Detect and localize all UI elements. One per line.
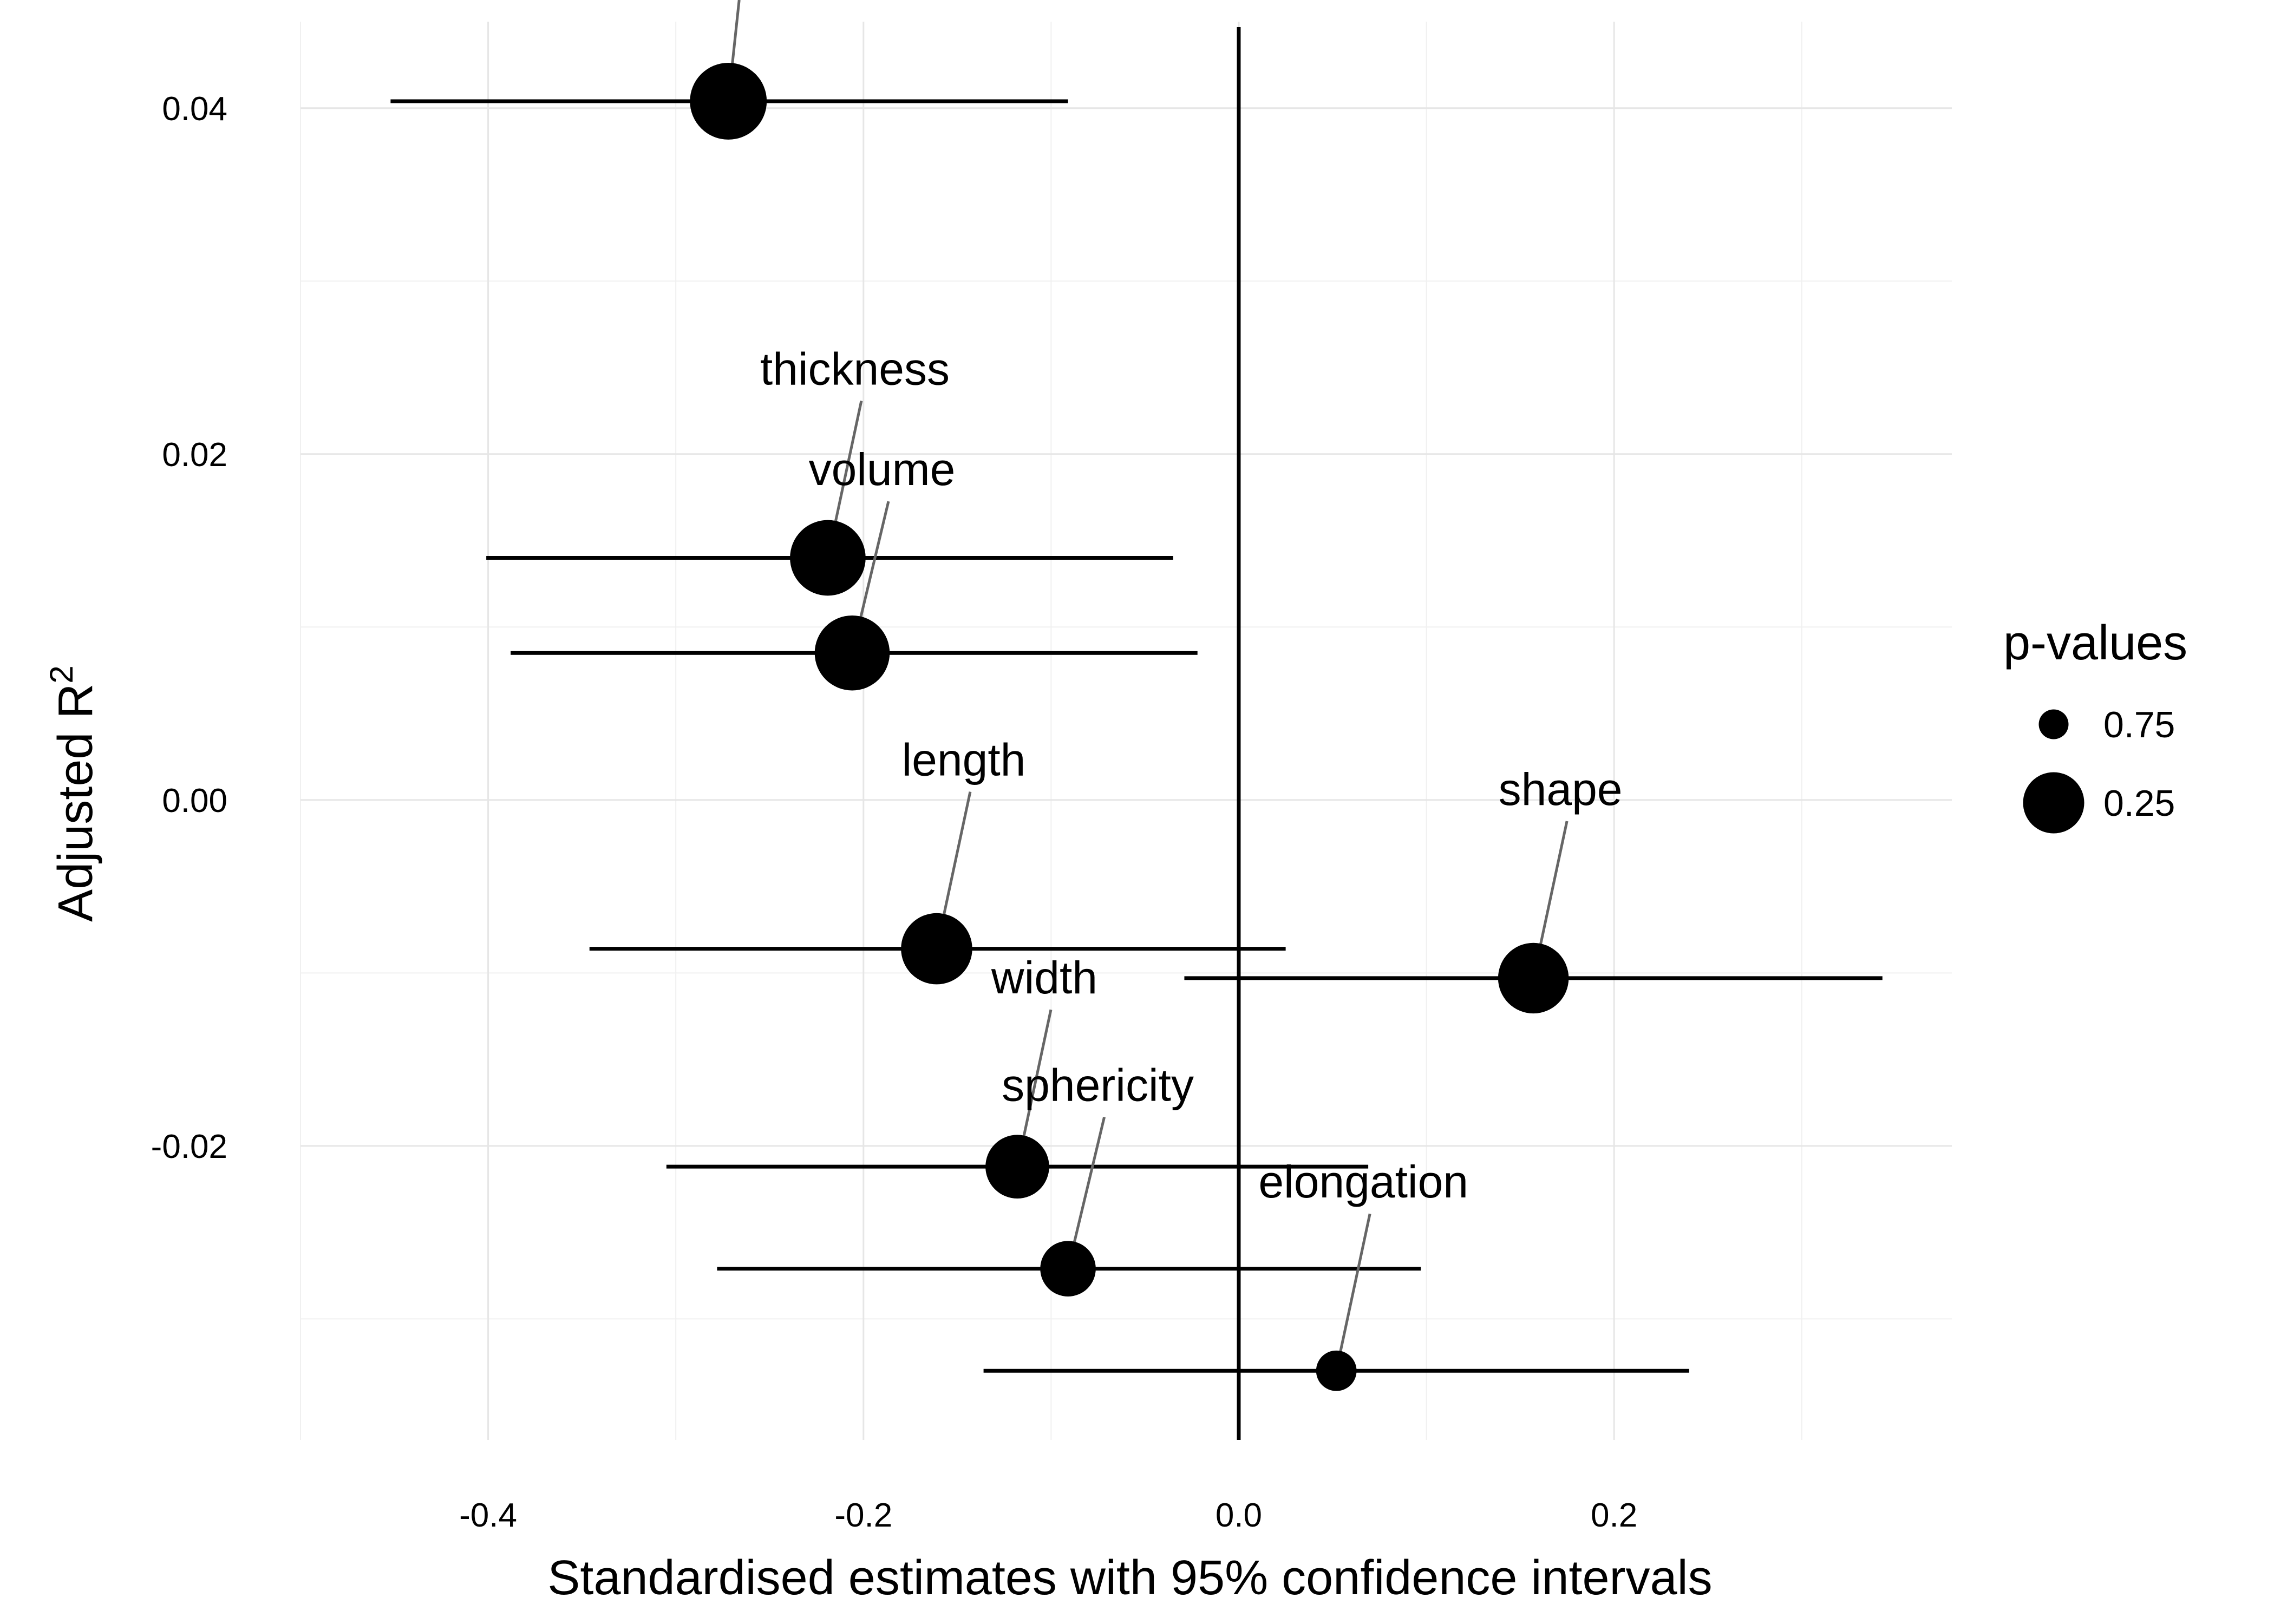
x-axis-ticks: -0.4 -0.2 0.0 0.2 xyxy=(459,1497,1637,1534)
point-label: shape xyxy=(1499,764,1623,815)
legend-key-dot xyxy=(2038,709,2069,739)
legend-key-dot xyxy=(2023,772,2084,834)
estimate-points xyxy=(690,63,1569,1391)
estimate-point xyxy=(1498,942,1569,1014)
legend-title: p-values xyxy=(2003,616,2187,670)
estimate-point xyxy=(790,520,866,596)
x-tick-label: -0.4 xyxy=(459,1497,517,1534)
point-label: width xyxy=(991,952,1097,1003)
y-axis-ticks: -0.02 0.00 0.02 0.04 xyxy=(151,90,227,1165)
point-label: sphericity xyxy=(1002,1060,1194,1111)
x-tick-label: -0.2 xyxy=(834,1497,892,1534)
estimate-point xyxy=(985,1135,1049,1199)
y-tick-label: 0.02 xyxy=(162,436,227,474)
x-tick-label: 0.2 xyxy=(1591,1497,1637,1534)
y-tick-label: 0.04 xyxy=(162,90,227,128)
y-axis-title-superscript: 2 xyxy=(43,665,80,683)
x-axis-title: Standardised estimates with 95% confiden… xyxy=(547,1551,1712,1605)
estimate-point xyxy=(901,913,972,985)
point-label: thickness xyxy=(760,343,950,394)
estimate-point xyxy=(1316,1350,1357,1391)
y-tick-label: -0.02 xyxy=(151,1128,227,1165)
point-labels: thickness volume length shape width sphericit… xyxy=(760,343,1623,1207)
x-tick-label: 0.0 xyxy=(1216,1497,1262,1534)
legend: p-values 0.75 0.25 xyxy=(2003,616,2187,834)
y-tick-label: 0.00 xyxy=(162,782,227,820)
point-label: elongation xyxy=(1258,1156,1468,1207)
point-label: length xyxy=(902,735,1026,785)
confidence-intervals xyxy=(390,99,1883,1373)
y-axis-title: Adjusted R2 xyxy=(43,665,103,922)
point-label: volume xyxy=(809,444,956,495)
legend-label: 0.25 xyxy=(2103,783,2175,824)
estimate-point xyxy=(1040,1241,1096,1296)
estimate-point xyxy=(690,63,767,140)
label-connector xyxy=(1335,1213,1371,1371)
estimate-point xyxy=(814,615,890,691)
grid-lines xyxy=(300,22,1952,1440)
legend-label: 0.75 xyxy=(2103,704,2175,745)
